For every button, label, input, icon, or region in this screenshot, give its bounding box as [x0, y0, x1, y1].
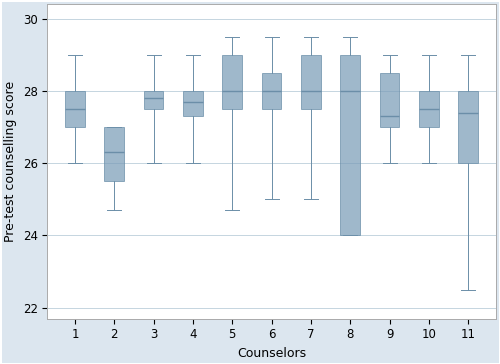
FancyBboxPatch shape [340, 55, 360, 236]
FancyBboxPatch shape [65, 91, 85, 127]
X-axis label: Counselors: Counselors [237, 347, 306, 360]
FancyBboxPatch shape [419, 91, 439, 127]
FancyBboxPatch shape [183, 91, 203, 116]
Y-axis label: Pre-test counselling score: Pre-test counselling score [4, 81, 17, 242]
FancyBboxPatch shape [458, 91, 478, 163]
FancyBboxPatch shape [104, 127, 124, 181]
FancyBboxPatch shape [262, 73, 281, 109]
FancyBboxPatch shape [144, 91, 164, 109]
FancyBboxPatch shape [222, 55, 242, 109]
FancyBboxPatch shape [301, 55, 321, 109]
FancyBboxPatch shape [380, 73, 400, 127]
